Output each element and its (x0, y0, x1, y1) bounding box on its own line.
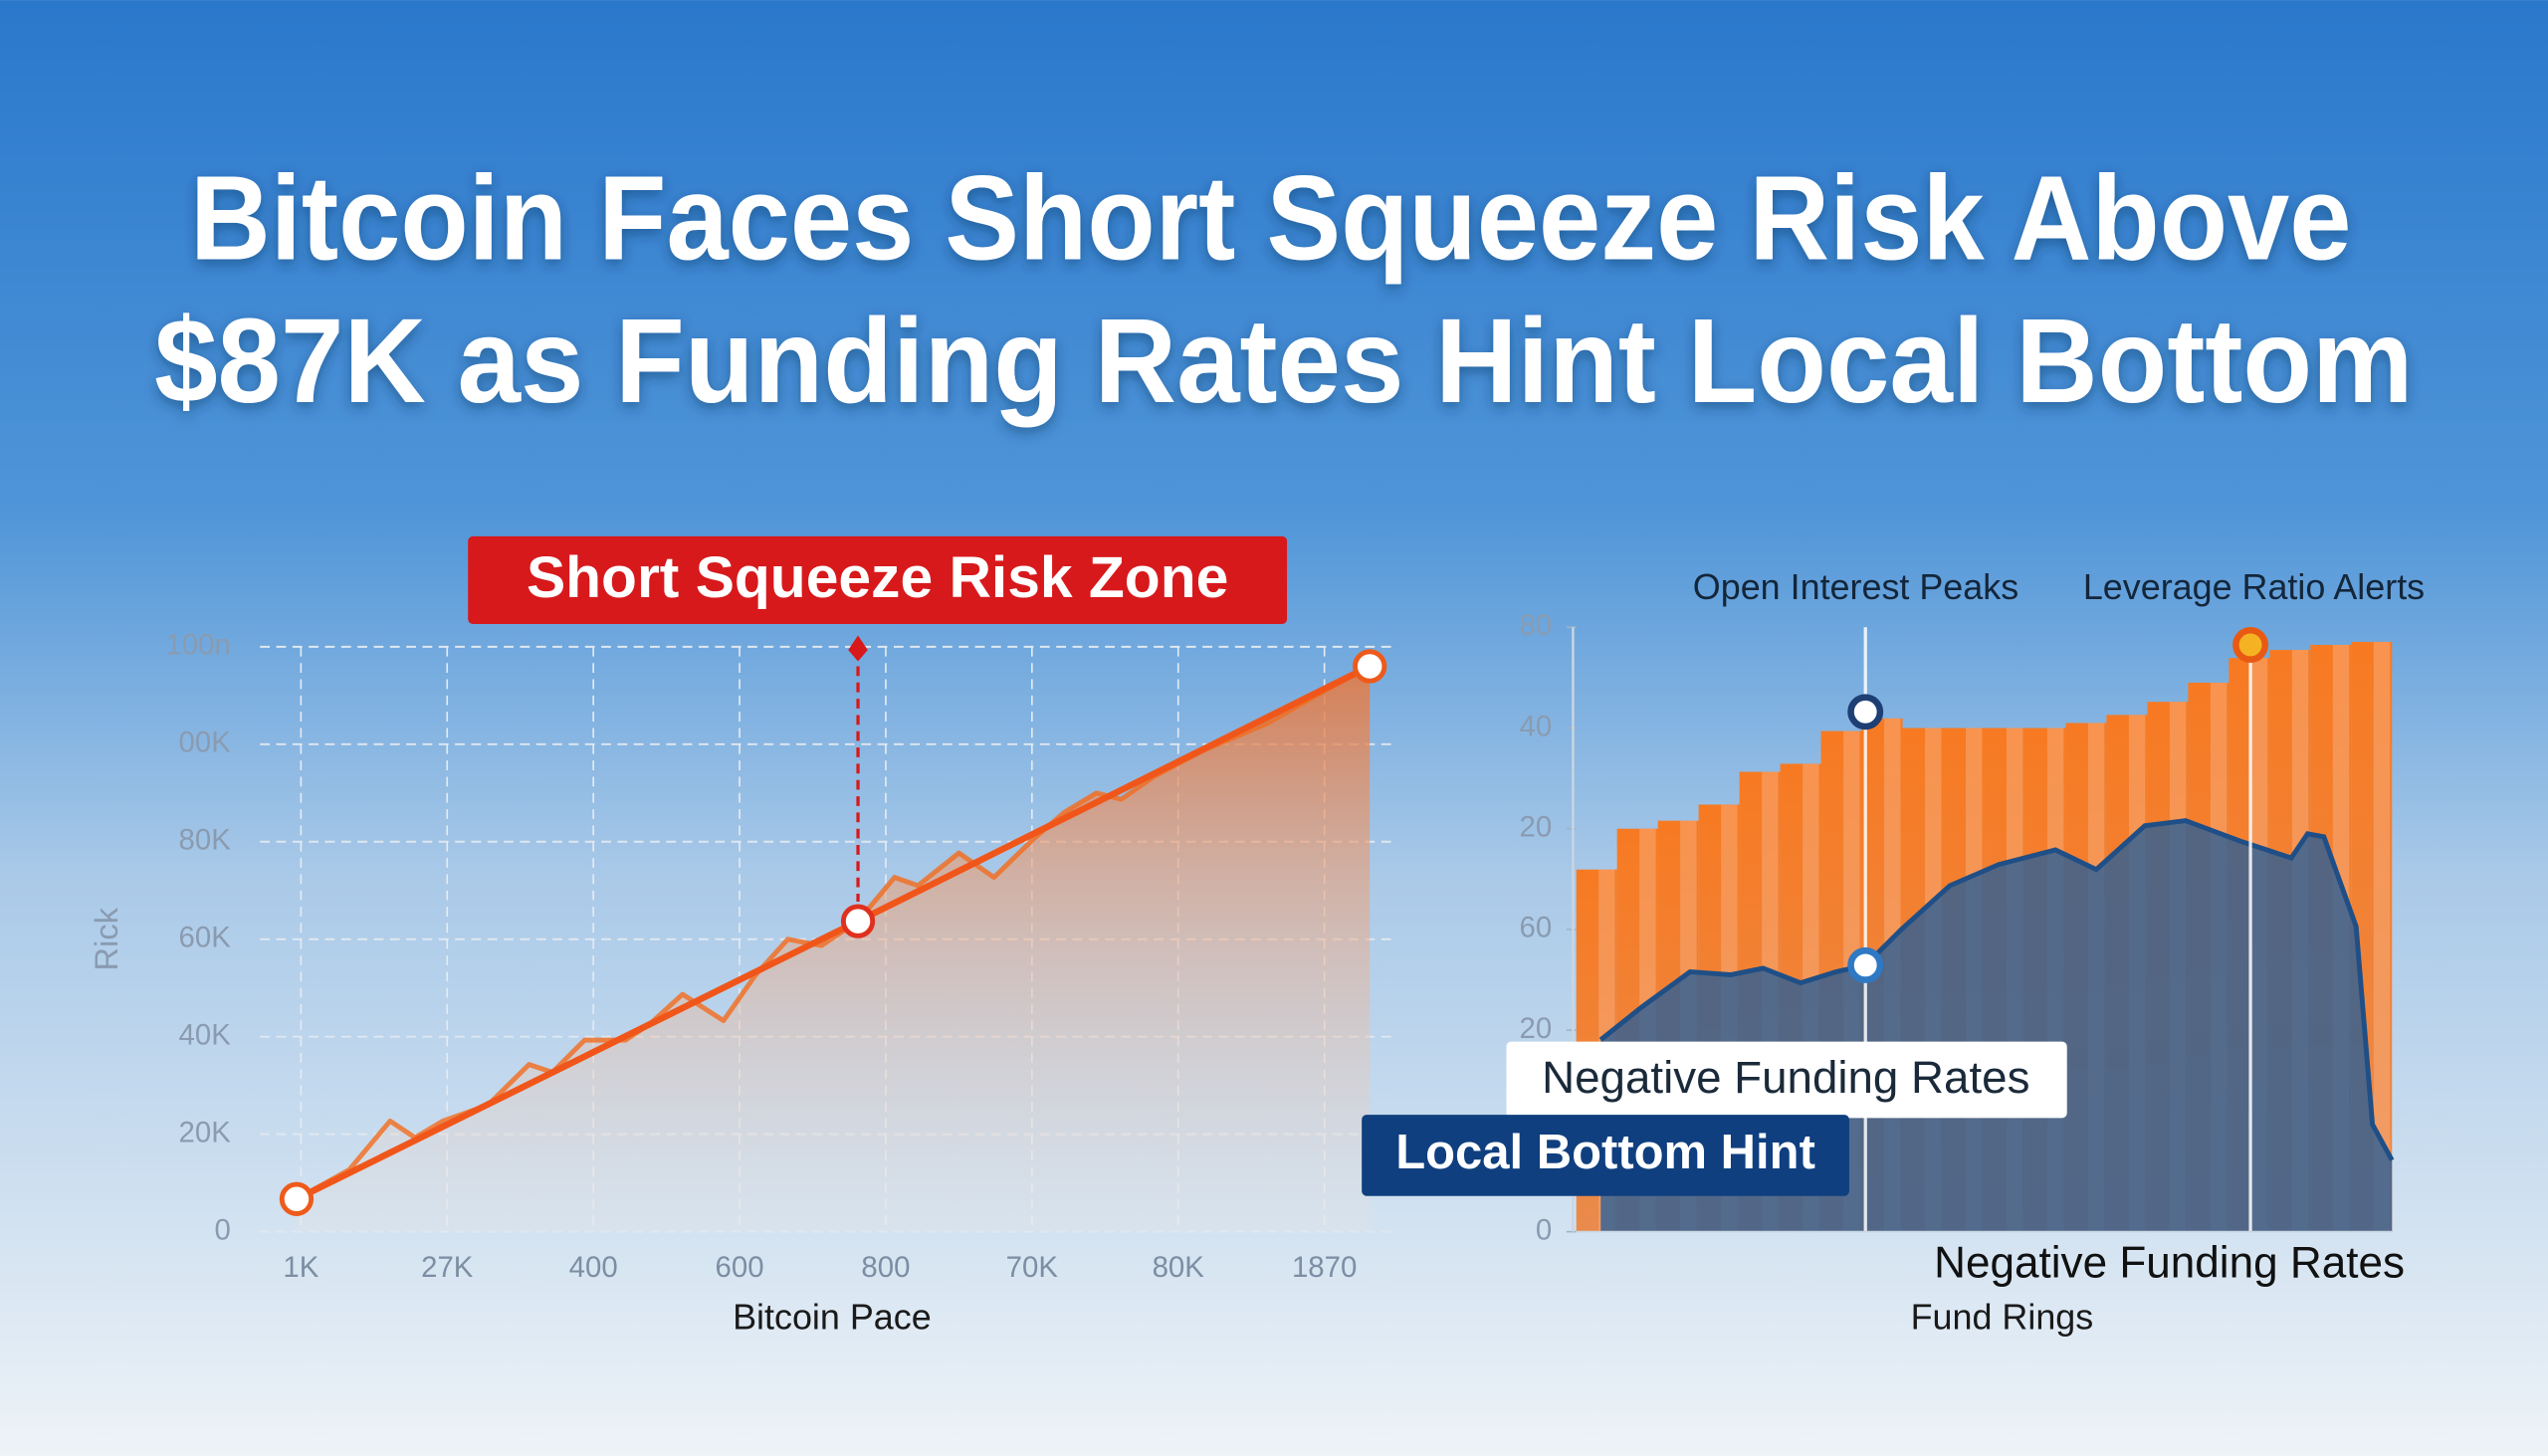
title-line: Bitcoin Faces Short Squeeze Risk Above (190, 151, 2351, 286)
point-marker (2232, 627, 2269, 663)
x-tick-label: 600 (716, 1251, 764, 1284)
y-tick-label: 100n (165, 629, 230, 662)
y-tick-label: 20 (1519, 810, 1552, 843)
y-tick-label: 40K (179, 1018, 232, 1051)
callout-box (1506, 1041, 2067, 1119)
x-axis-label: Bitcoin Pace (733, 1296, 932, 1337)
x-tick-label: 400 (569, 1251, 618, 1284)
point-marker (1847, 694, 1884, 730)
point-marker (840, 904, 876, 938)
x-tick-label: 1870 (1292, 1251, 1357, 1284)
point-marker (279, 1181, 315, 1216)
x-tick-label: 80K (1153, 1251, 1205, 1284)
annotation-text: Short Squeeze Risk Zone (527, 545, 1228, 610)
axis-annotation: Negative Funding Rates (1934, 1239, 2405, 1288)
y-tick-label: 0 (1536, 1213, 1552, 1246)
y-axis-label: Rick (88, 907, 124, 970)
annotation-box (468, 535, 1288, 625)
y-tick-label: 20 (1519, 1012, 1552, 1045)
y-tick-label: 60 (1519, 912, 1552, 944)
x-tick-label: 70K (1006, 1251, 1059, 1284)
x-tick-label: 27K (421, 1251, 474, 1284)
y-tick-label: 0 (214, 1213, 230, 1246)
marker-label: Leverage Ratio Alerts (2083, 566, 2425, 607)
x-tick-label: 800 (861, 1251, 910, 1284)
annotation-arrowhead (848, 635, 868, 662)
title-line: $87K as Funding Rates Hint Local Bottom (154, 294, 2413, 428)
marker-label: Open Interest Peaks (1693, 566, 2018, 607)
point-marker (1847, 946, 1884, 983)
y-tick-label: 60K (179, 922, 232, 954)
x-tick-label: 1K (283, 1251, 318, 1284)
callout-text: Local Bottom Hint (1395, 1126, 1815, 1179)
area-fill (296, 666, 1371, 1232)
y-tick-label: 80 (1519, 609, 1552, 642)
y-tick-label: 20K (179, 1116, 232, 1148)
x-axis-label: Fund Rings (1911, 1296, 2094, 1337)
y-tick-label: 40 (1519, 710, 1552, 742)
point-marker (1353, 649, 1387, 684)
callout-box (1362, 1115, 1849, 1196)
bar-stripe (2373, 641, 2391, 1232)
area-line (1598, 818, 2395, 1161)
callout-text: Negative Funding Rates (1542, 1052, 2029, 1103)
y-tick-label: 80K (179, 824, 232, 857)
y-tick-label: 00K (179, 727, 232, 759)
